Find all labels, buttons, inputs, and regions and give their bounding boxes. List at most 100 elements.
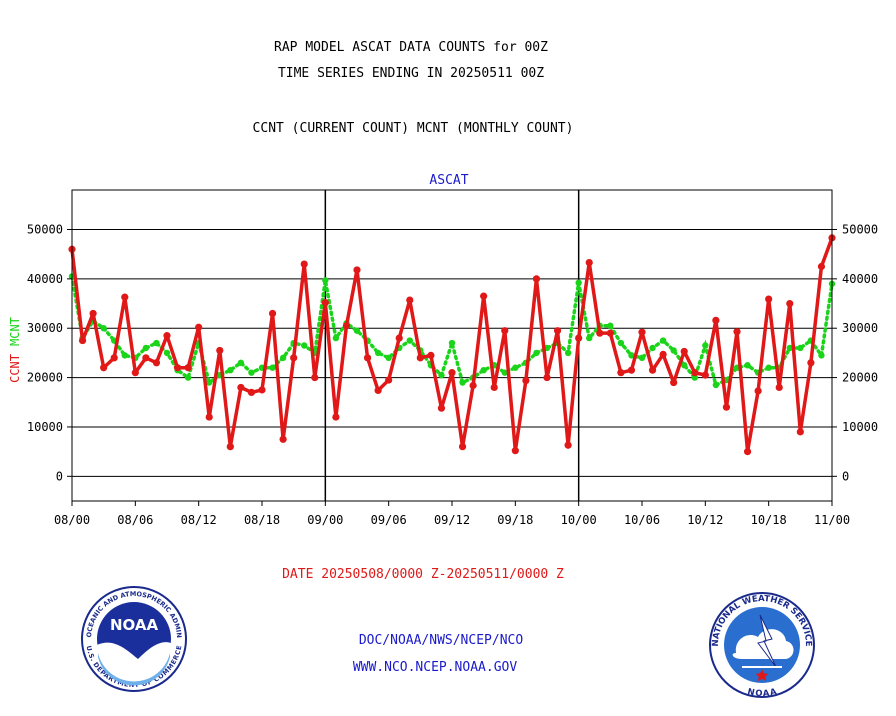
ccnt-point-43 xyxy=(522,376,530,385)
chart-title-line-3: CCNT (CURRENT COUNT) MCNT (MONTHLY COUNT… xyxy=(253,121,574,136)
ccnt-point-45 xyxy=(543,373,551,382)
mcnt-point-15 xyxy=(227,366,234,374)
ccnt-point-14 xyxy=(216,346,224,355)
mcnt-point-22 xyxy=(301,342,308,349)
mcnt-point-56 xyxy=(659,337,667,344)
ccnt-point-18 xyxy=(258,386,266,394)
mcnt-point-17 xyxy=(248,369,255,376)
ccnt-point-8 xyxy=(152,359,161,367)
y-tick-left-50000: 50000 xyxy=(27,222,63,236)
mcnt-point-71 xyxy=(818,352,825,359)
mcnt-point-8 xyxy=(153,339,160,347)
x-tick-label-11: 10/18 xyxy=(751,513,787,527)
mcnt-point-64 xyxy=(744,362,751,369)
mcnt-point-55 xyxy=(649,344,656,352)
mcnt-point-13 xyxy=(206,379,213,386)
mcnt-point-29 xyxy=(374,349,382,357)
plot-title: ASCAT xyxy=(429,173,468,188)
mcnt-point-3 xyxy=(100,325,107,332)
mcnt-point-59 xyxy=(691,374,698,381)
noaa-logo: NATIONAL OCEANIC AND ATMOSPHERIC ADMINIS… xyxy=(81,586,187,692)
ccnt-point-65 xyxy=(754,387,762,395)
nws-star-icon xyxy=(755,669,769,682)
y-tick-left-0: 0 xyxy=(56,469,63,483)
mcnt-point-61 xyxy=(712,381,720,389)
y-axis-label-ccnt: CCNT xyxy=(8,354,22,383)
ccnt-point-67 xyxy=(775,383,783,392)
ccnt-point-15 xyxy=(226,443,234,451)
ccnt-point-48 xyxy=(575,334,583,342)
ccnt-point-17 xyxy=(247,388,256,396)
noaa-logo-text: NOAA xyxy=(110,616,159,634)
mcnt-point-66 xyxy=(765,364,772,371)
mcnt-point-7 xyxy=(142,344,150,352)
ccnt-point-33 xyxy=(416,354,424,362)
ccnt-point-1 xyxy=(78,336,87,345)
ccnt-point-49 xyxy=(585,258,593,267)
mcnt-point-32 xyxy=(406,337,413,344)
ccnt-point-16 xyxy=(237,383,245,392)
ccnt-point-29 xyxy=(374,386,382,395)
ccnt-point-38 xyxy=(469,381,477,390)
mcnt-point-51 xyxy=(607,322,614,329)
ccnt-point-25 xyxy=(332,413,340,421)
mcnt-point-9 xyxy=(163,349,171,357)
y-tick-right-30000: 30000 xyxy=(842,321,878,335)
mcnt-point-69 xyxy=(797,344,804,352)
y-tick-left-40000: 40000 xyxy=(27,272,63,286)
ccnt-point-9 xyxy=(163,332,171,340)
y-tick-right-50000: 50000 xyxy=(842,222,878,236)
svg-text:CCNTMCNT: CCNT MCNT xyxy=(8,317,22,383)
x-tick-label-1: 08/06 xyxy=(117,513,153,527)
ccnt-point-41 xyxy=(501,327,509,335)
y-tick-right-10000: 10000 xyxy=(842,420,878,434)
ccnt-point-46 xyxy=(553,327,562,335)
ccnt-point-60 xyxy=(701,371,709,379)
mcnt-point-57 xyxy=(670,347,677,354)
ccnt-point-62 xyxy=(722,403,731,411)
mcnt-point-58 xyxy=(681,362,688,369)
ccnt-point-68 xyxy=(786,299,794,308)
mcnt-point-48 xyxy=(575,279,582,287)
ccnt-point-10 xyxy=(173,364,182,372)
ccnt-point-37 xyxy=(458,443,467,451)
y-tick-left-30000: 30000 xyxy=(27,321,63,335)
y-tick-right-0: 0 xyxy=(842,469,849,483)
ccnt-point-7 xyxy=(142,354,150,362)
x-tick-label-10: 10/12 xyxy=(687,513,723,527)
ccnt-point-58 xyxy=(680,347,688,356)
ccnt-point-71 xyxy=(817,262,826,271)
ccnt-point-42 xyxy=(511,447,519,455)
ccnt-point-50 xyxy=(596,329,604,337)
mcnt-point-36 xyxy=(448,339,456,347)
x-tick-label-12: 11/00 xyxy=(814,513,850,527)
ccnt-point-44 xyxy=(532,275,541,283)
ccnt-point-27 xyxy=(353,266,361,274)
mcnt-point-53 xyxy=(628,352,635,359)
ccnt-point-19 xyxy=(268,309,277,318)
x-tick-label-3: 08/18 xyxy=(244,513,280,527)
ccnt-point-54 xyxy=(638,328,646,336)
mcnt-point-54 xyxy=(638,354,646,362)
ccnt-point-24 xyxy=(321,298,329,307)
y-tick-left-10000: 10000 xyxy=(27,420,63,434)
ccnt-point-6 xyxy=(131,369,139,377)
ccnt-point-57 xyxy=(670,378,678,387)
ccnt-point-59 xyxy=(691,369,699,377)
ccnt-point-32 xyxy=(406,296,414,304)
axis-labels: 0 0 10000 10000 20000 20000 30000 30000 40000 400… xyxy=(27,222,878,527)
ccnt-point-21 xyxy=(290,354,298,362)
x-tick-label-7: 09/18 xyxy=(497,513,533,527)
ccnt-point-47 xyxy=(564,441,572,449)
chart-title-line-1: RAP MODEL ASCAT DATA COUNTS for 00Z xyxy=(274,40,548,55)
ccnt-point-3 xyxy=(100,364,108,372)
ccnt-point-69 xyxy=(796,428,804,436)
mcnt-point-41 xyxy=(501,369,508,376)
ccnt-point-35 xyxy=(437,404,446,412)
mcnt-point-39 xyxy=(480,366,487,374)
ccnt-point-52 xyxy=(617,369,625,377)
y-axis-label-mcnt: MCNT xyxy=(8,317,22,346)
url-link[interactable]: WWW.NCO.NCEP.NOAA.GOV xyxy=(353,660,518,675)
